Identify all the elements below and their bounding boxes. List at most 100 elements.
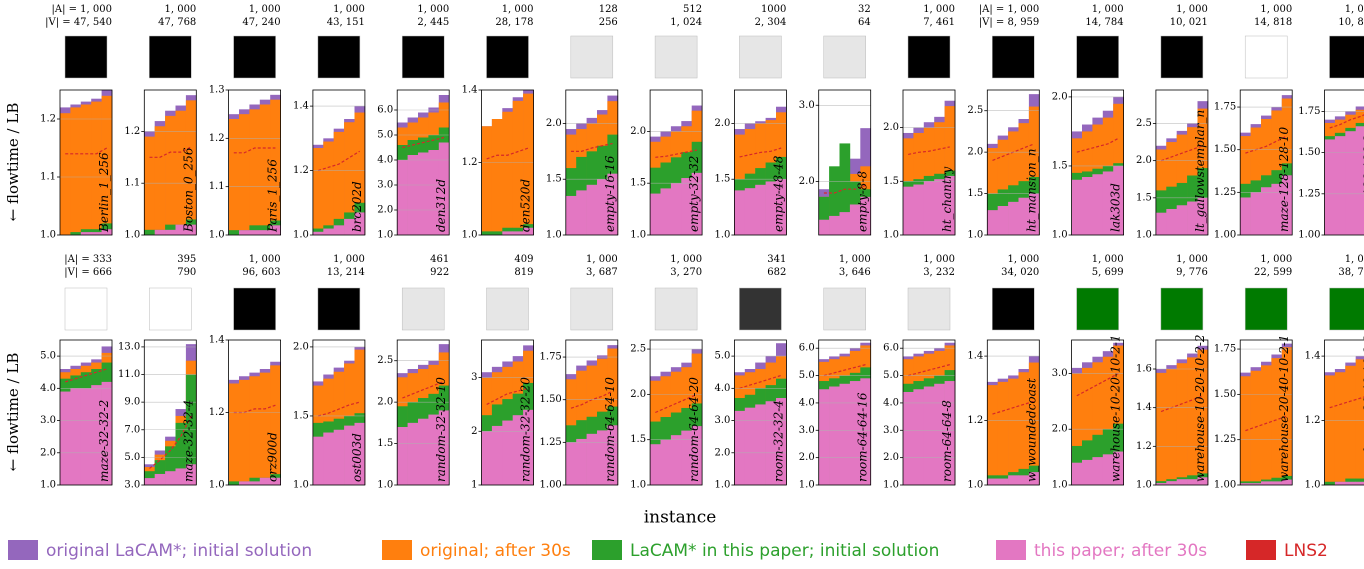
map-thumbnail bbox=[1244, 35, 1288, 79]
bar bbox=[576, 190, 587, 235]
instance-name: room-64-64-16 bbox=[856, 392, 870, 482]
bar bbox=[144, 136, 155, 235]
bar bbox=[597, 430, 608, 485]
bar bbox=[839, 212, 851, 235]
plot-frame bbox=[143, 89, 197, 236]
bar bbox=[1324, 375, 1336, 485]
y-tick-label: 3.0 bbox=[714, 415, 730, 426]
y-tick-label: 1.50 bbox=[540, 394, 562, 405]
y-tick-label: 1.25 bbox=[540, 437, 562, 448]
bar bbox=[1324, 139, 1336, 235]
bar bbox=[1008, 378, 1019, 485]
vertices-label: 43, 151 bbox=[327, 17, 365, 28]
instance-name: maze-32-32-4 bbox=[181, 400, 195, 482]
legend-label: original; after 30s bbox=[420, 541, 571, 561]
y-tick-label: 4.0 bbox=[40, 383, 56, 394]
bar bbox=[913, 184, 925, 235]
bar bbox=[818, 196, 830, 235]
lns2-line bbox=[1076, 137, 1119, 153]
legend-swatch bbox=[996, 540, 1026, 560]
panel: 1, 000 34, 020 1.0 1.2 1.4 w_woundedcoast bbox=[967, 254, 1040, 491]
bar bbox=[70, 107, 82, 235]
bar bbox=[249, 230, 261, 235]
bar bbox=[239, 379, 250, 485]
panel: 1, 000 14, 818 1.00 1.25 1.50 1.75 maze-128-12… bbox=[1214, 4, 1293, 241]
lns2-line bbox=[317, 150, 361, 172]
lns2-line bbox=[1245, 135, 1288, 154]
y-tick-label: 1.0 bbox=[1136, 480, 1152, 491]
instance-name: Boston_0_256 bbox=[181, 147, 195, 233]
panel: 1, 000 3, 232 1.0 2.0 3.0 4.0 5.0 6.0 room-64-64… bbox=[883, 254, 956, 491]
plot-frame bbox=[902, 339, 956, 486]
bar bbox=[1102, 454, 1114, 485]
lns2-line bbox=[823, 184, 866, 194]
plot-frame bbox=[649, 89, 703, 236]
bar bbox=[249, 481, 261, 485]
instance-name: ost003d bbox=[350, 433, 364, 482]
lns2-line bbox=[486, 147, 529, 160]
vertices-label: 7, 461 bbox=[923, 17, 955, 28]
y-tick-label: 3.0 bbox=[1052, 368, 1068, 379]
panel: 1, 000 3, 687 1.00 1.25 1.50 1.75 random-64-64… bbox=[540, 254, 619, 491]
bar bbox=[576, 438, 587, 485]
bar bbox=[1250, 192, 1262, 235]
y-tick-label: 1.00 bbox=[540, 480, 562, 491]
vertices-label: |V| = 47, 540 bbox=[45, 17, 112, 28]
plot-frame bbox=[481, 339, 534, 486]
panel: 341 682 1.0 2.0 3.0 4.0 5.0 room-32-32-4 bbox=[714, 254, 787, 491]
vertices-label: 682 bbox=[767, 267, 786, 278]
panel: 1, 000 10, 858 1.00 1.25 1.50 1.75 maze-128-12… bbox=[1298, 4, 1364, 241]
bar bbox=[344, 425, 355, 485]
bar bbox=[586, 433, 598, 485]
vertices-label: 3, 232 bbox=[923, 267, 955, 278]
bar bbox=[1271, 481, 1283, 485]
map-thumbnail bbox=[654, 35, 698, 79]
bar bbox=[512, 415, 524, 485]
bar bbox=[175, 422, 187, 485]
y-tick-label: 1.0 bbox=[462, 230, 478, 241]
bar bbox=[312, 436, 324, 485]
agents-label: 1000 bbox=[761, 4, 786, 15]
y-tick-label: 1.0 bbox=[293, 480, 309, 491]
panel: 409 819 1 2 3 random-32-32-20 bbox=[471, 254, 534, 491]
plot-frame bbox=[228, 89, 282, 236]
bar bbox=[1261, 481, 1272, 485]
vertices-label: 64 bbox=[858, 17, 871, 28]
y-tick-label: 1.2 bbox=[462, 157, 478, 168]
y-tick-label: 5.0 bbox=[799, 370, 815, 381]
bar bbox=[681, 178, 692, 235]
bar bbox=[239, 481, 250, 485]
y-tick-label: 1.2 bbox=[1136, 441, 1152, 452]
y-tick-label: 2.0 bbox=[714, 447, 730, 458]
plot-frame bbox=[396, 339, 450, 486]
agents-label: 341 bbox=[767, 254, 786, 265]
instance-name: empty-16-16 bbox=[603, 155, 617, 232]
map-thumbnail bbox=[1076, 287, 1119, 331]
bar bbox=[165, 229, 176, 235]
map-thumbnail bbox=[570, 287, 614, 331]
y-tick-label: 1.4 bbox=[1136, 402, 1152, 413]
bar bbox=[481, 126, 493, 235]
bar bbox=[607, 173, 619, 235]
bar bbox=[228, 230, 240, 235]
lns2-line bbox=[1329, 396, 1364, 409]
vertices-label: 14, 818 bbox=[1254, 17, 1292, 28]
bar bbox=[987, 385, 998, 485]
bar bbox=[1155, 212, 1167, 235]
plot-frame bbox=[1071, 339, 1124, 486]
y-tick-label: 6.0 bbox=[377, 105, 393, 116]
bar bbox=[934, 383, 945, 485]
bar bbox=[987, 148, 998, 235]
instance-name: warehouse-20-40-10-2-1 bbox=[1277, 334, 1291, 482]
instance-name: warehouse-10-20-10-2-2 bbox=[1193, 334, 1207, 482]
plot-frame bbox=[565, 89, 619, 236]
bar bbox=[259, 477, 271, 485]
bar bbox=[987, 210, 998, 235]
agents-label: 1, 000 bbox=[1260, 4, 1292, 15]
bar bbox=[312, 148, 324, 235]
bar bbox=[512, 231, 524, 235]
bar bbox=[259, 225, 271, 235]
bar bbox=[987, 478, 998, 485]
y-tick-label: 2.0 bbox=[546, 118, 562, 129]
bar bbox=[776, 398, 787, 485]
